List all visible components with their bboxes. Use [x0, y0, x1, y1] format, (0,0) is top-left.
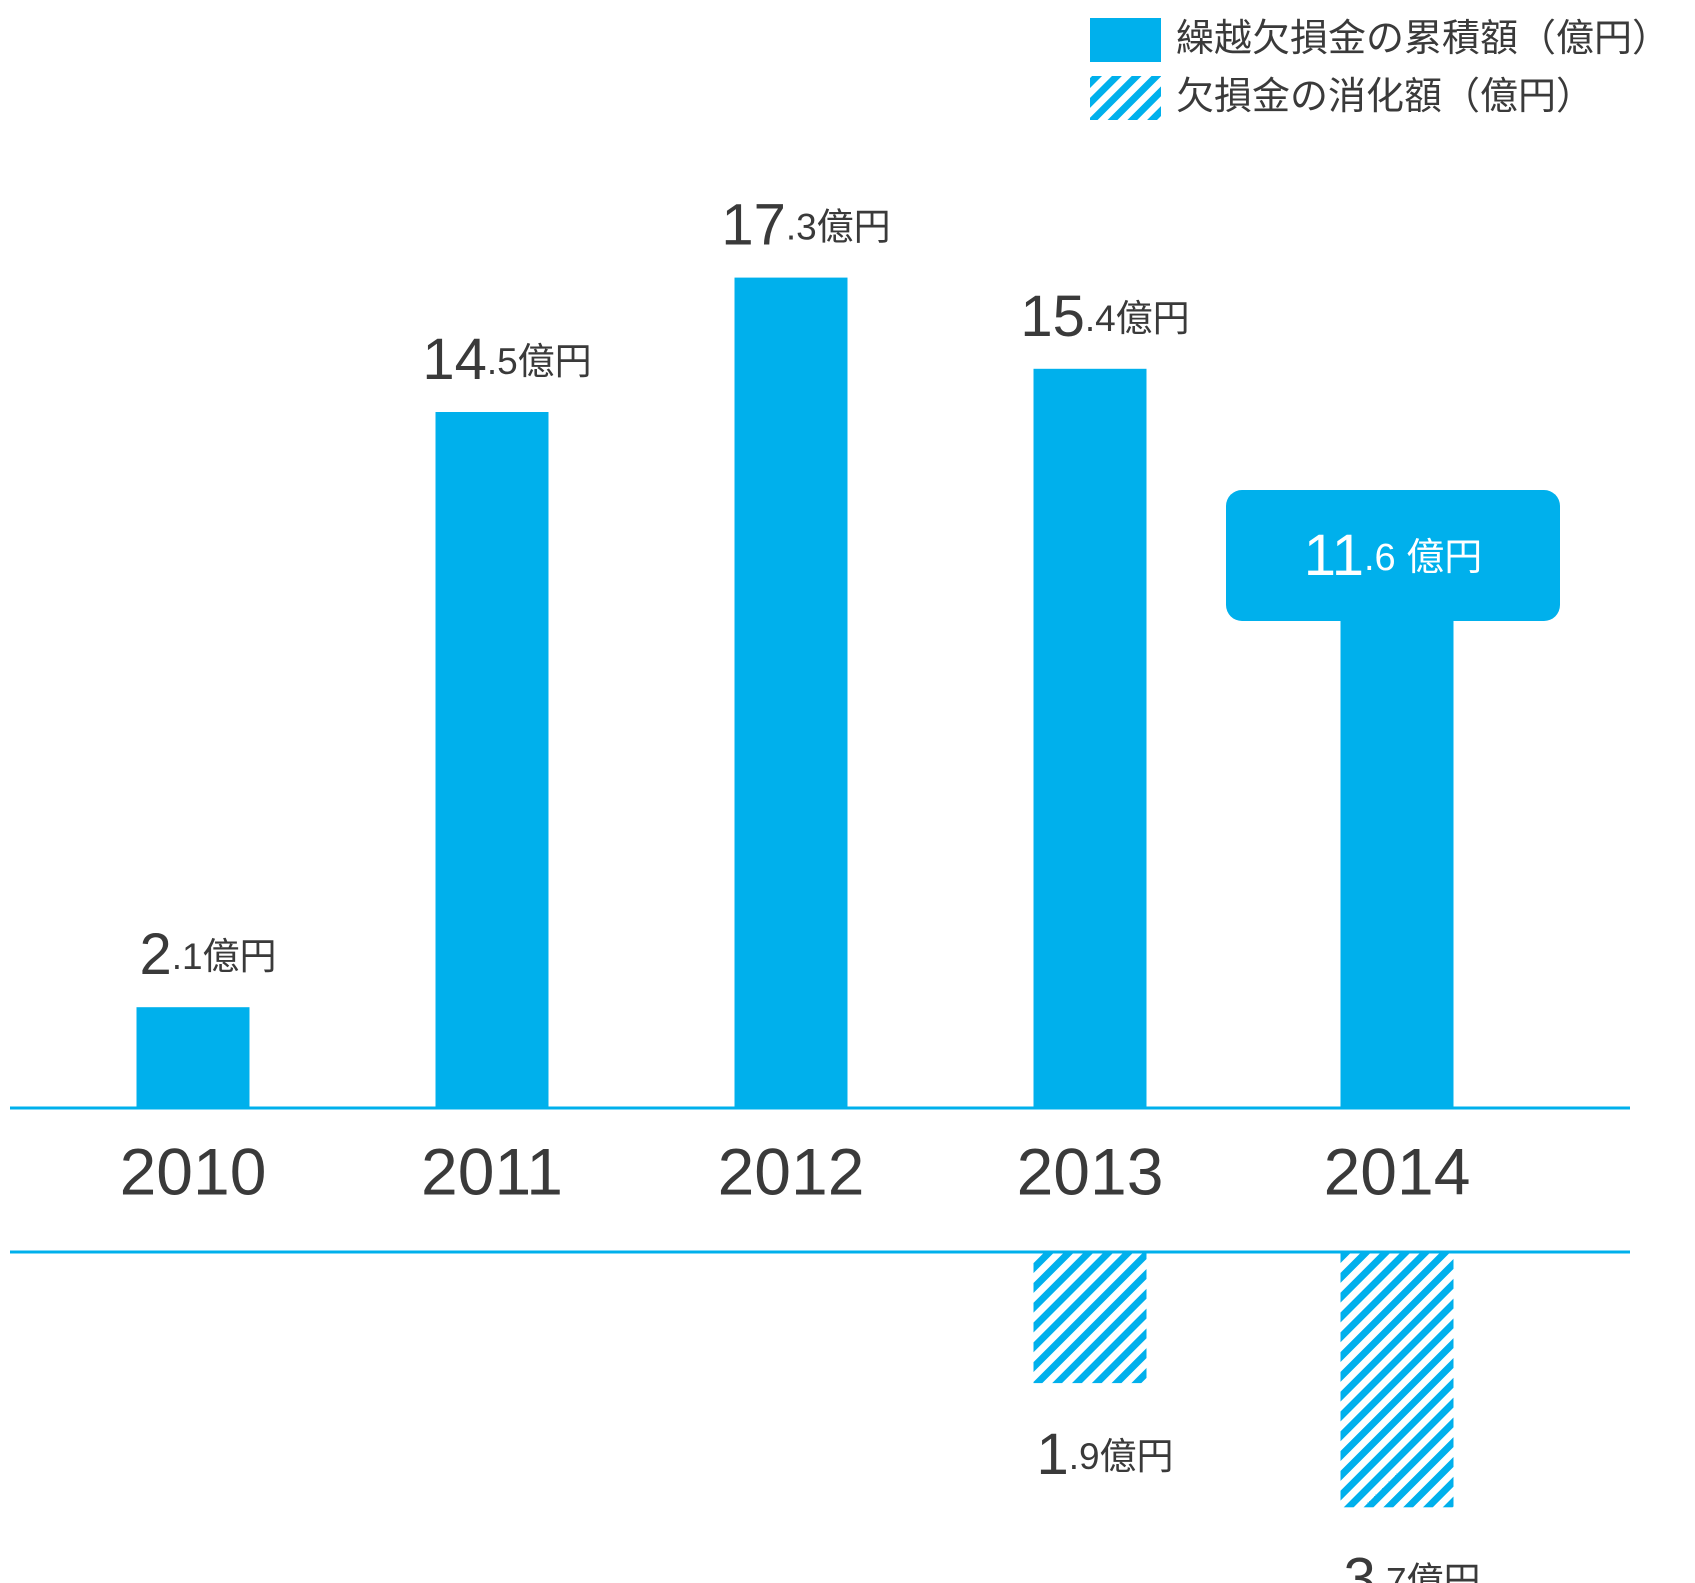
bar [734, 277, 848, 1109]
value-label: 17.3億円 [721, 193, 890, 258]
value-label: 11.6 億円 [1304, 523, 1482, 588]
bar [1033, 1252, 1147, 1384]
x-tick-label: 2014 [1324, 1134, 1471, 1208]
x-tick-label: 2012 [718, 1134, 865, 1208]
value-label: 1.9億円 [1036, 1422, 1173, 1487]
bar [1340, 551, 1454, 1108]
bar [1033, 368, 1147, 1108]
legend-label: 欠損金の消化額（億円） [1176, 76, 1594, 118]
legend-swatch [1090, 18, 1161, 62]
x-tick-label: 2011 [421, 1134, 563, 1208]
bar [435, 412, 549, 1108]
value-label: 14.5億円 [422, 327, 591, 392]
legend-swatch [1090, 76, 1161, 120]
x-tick-label: 2013 [1017, 1134, 1164, 1208]
value-label: 3.7億円 [1343, 1547, 1480, 1583]
x-tick-label: 2010 [120, 1134, 267, 1208]
legend-label: 繰越欠損金の累積額（億円） [1176, 18, 1670, 60]
bar [1340, 1252, 1454, 1508]
value-label: 15.4億円 [1020, 284, 1189, 349]
value-label: 2.1億円 [139, 923, 276, 988]
highlight-box [1226, 490, 1560, 621]
bar [136, 1007, 250, 1108]
